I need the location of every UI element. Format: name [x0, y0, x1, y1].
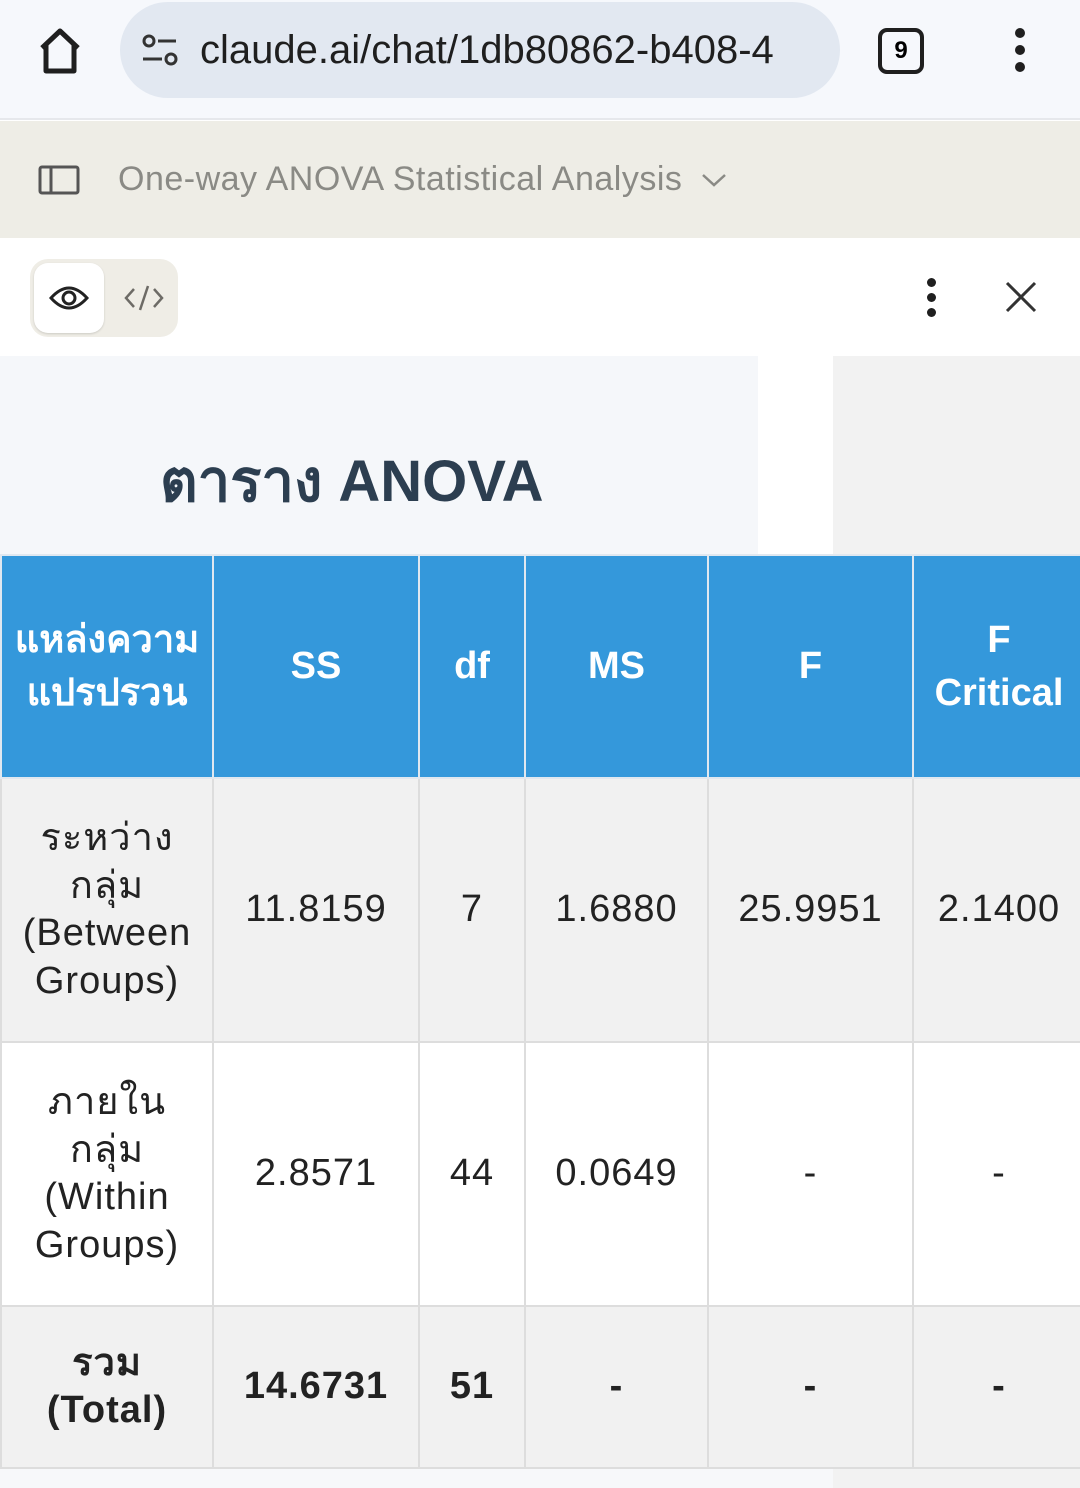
artifact-content: ตาราง ANOVA แหล่งความแปรปรวน SS df MS F … [0, 356, 1080, 1488]
cell-df: 51 [418, 1305, 526, 1469]
bottom-side-panel [833, 1469, 1080, 1488]
row-source: รวม (Total) [0, 1305, 214, 1469]
cell-ss: 14.6731 [212, 1305, 420, 1469]
page-title: ตาราง ANOVA [160, 449, 544, 514]
column-header-ss: SS [212, 554, 420, 779]
chat-title[interactable]: One-way ANOVA Statistical Analysis [118, 160, 683, 198]
column-header-f: F [707, 554, 914, 779]
side-panel [833, 356, 1080, 556]
browser-bar: claude.ai/chat/1db80862-b408-4 9 [0, 0, 1080, 120]
code-icon [124, 285, 164, 311]
cell-f-critical: 2.1400 [912, 777, 1080, 1043]
url-bar[interactable]: claude.ai/chat/1db80862-b408-4 [120, 2, 840, 98]
sidebar-toggle-icon[interactable] [38, 165, 80, 195]
cell-f: - [707, 1041, 914, 1307]
cell-ss: 2.8571 [212, 1041, 420, 1307]
home-icon[interactable] [36, 26, 84, 76]
column-header-df: df [418, 554, 526, 779]
chat-header: One-way ANOVA Statistical Analysis [0, 121, 1080, 238]
eye-icon [49, 286, 89, 310]
row-source: ภายในกลุ่ม (Within Groups) [0, 1041, 214, 1307]
cell-ms: - [524, 1305, 709, 1469]
cell-ms: 0.0649 [524, 1041, 709, 1307]
column-header-ms: MS [524, 554, 709, 779]
tab-switcher-button[interactable]: 9 [878, 28, 924, 74]
url-text: claude.ai/chat/1db80862-b408-4 [200, 27, 774, 72]
bottom-strip [0, 1469, 833, 1488]
view-toggle [30, 259, 178, 337]
close-icon[interactable] [1004, 280, 1038, 314]
cell-f-critical: - [912, 1041, 1080, 1307]
chevron-down-icon[interactable] [700, 171, 728, 189]
browser-menu-icon[interactable] [1008, 28, 1032, 74]
cell-ss: 11.8159 [212, 777, 420, 1043]
table-row: ภายในกลุ่ม (Within Groups) 2.8571 44 0.0… [0, 1041, 1080, 1307]
column-header-source: แหล่งความแปรปรวน [0, 554, 214, 779]
site-settings-icon[interactable] [140, 33, 180, 67]
title-container [0, 356, 758, 556]
cell-f-critical: - [912, 1305, 1080, 1469]
column-header-f-critical: F Critical [912, 554, 1080, 779]
cell-ms: 1.6880 [524, 777, 709, 1043]
table-row-total: รวม (Total) 14.6731 51 - - - [0, 1305, 1080, 1469]
row-source: ระหว่างกลุ่ม (Between Groups) [0, 777, 214, 1043]
more-options-icon[interactable] [920, 278, 944, 318]
cell-f: - [707, 1305, 914, 1469]
cell-df: 44 [418, 1041, 526, 1307]
table-header-row: แหล่งความแปรปรวน SS df MS F F Critical [0, 554, 1080, 779]
table-row: ระหว่างกลุ่ม (Between Groups) 11.8159 7 … [0, 777, 1080, 1043]
preview-button[interactable] [34, 263, 104, 333]
code-button[interactable] [114, 263, 174, 333]
artifact-toolbar [0, 238, 1080, 356]
cell-df: 7 [418, 777, 526, 1043]
cell-f: 25.9951 [707, 777, 914, 1043]
anova-table: แหล่งความแปรปรวน SS df MS F F Critical ร… [0, 554, 1080, 1469]
